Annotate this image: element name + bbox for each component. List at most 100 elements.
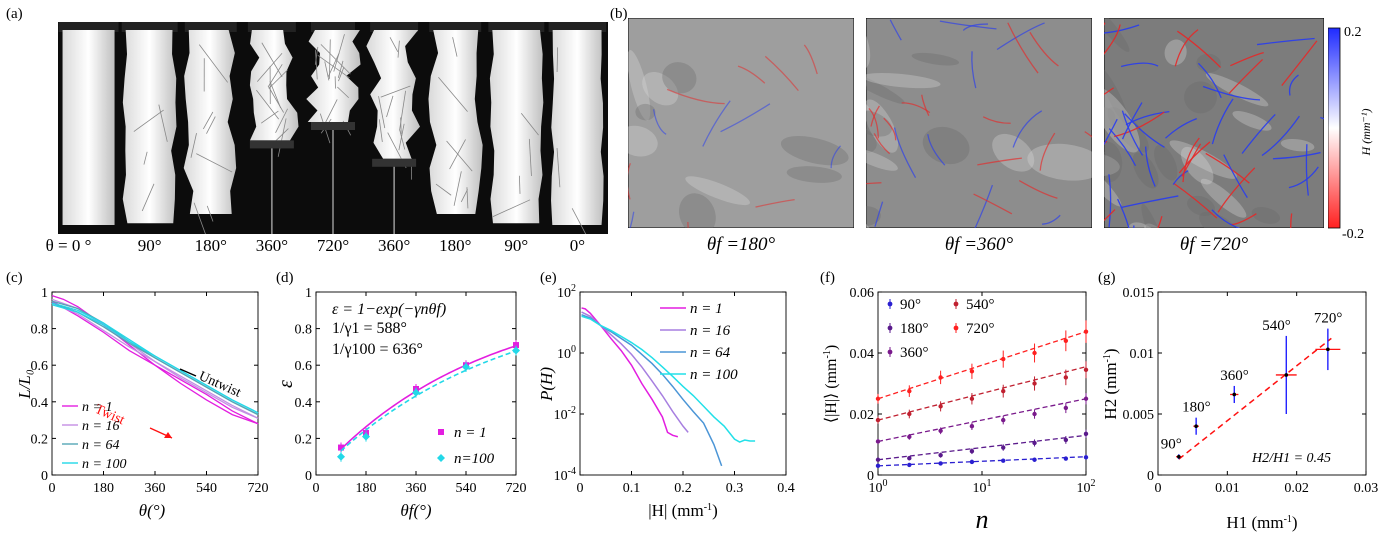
crease-line	[277, 118, 287, 157]
y-tick-label: 0.6	[31, 359, 49, 374]
wrinkle-shade	[1104, 141, 1123, 183]
crease-ridge	[1261, 115, 1300, 157]
y-tick-label: 0.4	[295, 396, 313, 411]
crease-line	[528, 138, 532, 177]
y-tick-label: 1	[305, 286, 312, 301]
crease-ridge	[973, 193, 1013, 215]
crease-ridge	[1157, 215, 1163, 228]
legend-label: n = 64	[690, 345, 731, 361]
data-point	[907, 462, 912, 468]
y-tick-label: 0.01	[1130, 347, 1155, 362]
wrinkle-shade	[780, 136, 849, 166]
twist-angle-label: 90°	[137, 236, 162, 255]
point-label: 720°	[1314, 311, 1343, 327]
data-point	[1063, 375, 1069, 380]
crease-ridge	[666, 88, 725, 105]
crease-line	[378, 96, 386, 129]
panel-label-g: (g)	[1098, 270, 1116, 286]
crease-ridge	[1230, 51, 1264, 67]
crease-ridge	[1104, 24, 1140, 34]
twist-angle-label: 180°	[439, 236, 472, 255]
twisted-cylinder	[306, 30, 361, 122]
crease-ridge	[1256, 37, 1315, 46]
y-tick-label: 1	[41, 286, 48, 301]
crease-ridge	[1121, 110, 1144, 156]
wrinkle-shade	[1104, 87, 1140, 153]
y-tick-label: 0.04	[850, 347, 875, 362]
crease-line	[329, 39, 331, 79]
crease-line	[324, 61, 330, 81]
legend-marker	[887, 301, 893, 307]
wrinkle-shade	[911, 52, 960, 66]
crease-line	[435, 183, 452, 196]
y-tick-label: 0.6	[295, 359, 313, 374]
y-tick-label: 10-4	[554, 466, 576, 484]
data-point	[969, 424, 975, 429]
wrinkle-shade	[866, 206, 881, 227]
crease-ridge	[1121, 195, 1179, 209]
crease-ridge	[873, 133, 891, 155]
wrinkle-shade	[786, 166, 842, 183]
crease-line	[267, 85, 284, 113]
x-tick-label: 0.03	[1354, 481, 1379, 496]
clamp	[372, 158, 417, 167]
crease-ridge	[629, 211, 635, 228]
cylinder-cap	[488, 22, 545, 32]
wrinkle-shade	[1251, 206, 1281, 224]
crease-ridge	[883, 117, 897, 141]
y-axis-label: P(H)	[540, 367, 556, 402]
wrinkle-shade	[1104, 150, 1120, 177]
x-tick-label: 102	[1077, 478, 1096, 496]
crease-ridge	[1104, 87, 1114, 96]
data-point	[938, 404, 943, 409]
twist-angle-label: 360°	[255, 236, 289, 255]
wrinkle-shade	[1141, 203, 1168, 228]
data-point	[512, 346, 520, 355]
crease-line	[389, 37, 399, 52]
crease-line	[386, 95, 394, 118]
crease-ridge	[962, 23, 988, 31]
caption-180: θf =180°	[706, 234, 776, 255]
crease-ridge	[1124, 113, 1165, 148]
wrinkle-shade	[1154, 144, 1178, 181]
crease-ridge	[927, 134, 946, 166]
data-point	[1326, 347, 1330, 352]
data-point	[875, 457, 881, 462]
colorbar-min: -0.2	[1342, 227, 1364, 242]
data-point	[938, 428, 943, 433]
crease-ridge	[1121, 102, 1143, 140]
panel-label-d: (d)	[276, 270, 294, 286]
twist-angle-label: 0°	[569, 236, 586, 255]
crease-line	[193, 202, 206, 234]
crease-line	[399, 130, 406, 150]
data-point	[938, 375, 943, 380]
data-point	[969, 369, 975, 374]
untwist-annotation: Untwist	[196, 369, 243, 401]
crease-ridge	[1120, 62, 1159, 68]
crease-ridge	[1084, 131, 1092, 138]
colorbar-label: H (mm⁻¹)	[1359, 109, 1373, 157]
crease-ridge	[628, 162, 631, 200]
y-tick-label: 10-2	[554, 405, 576, 423]
legend-marker	[953, 301, 959, 307]
crease-ridge	[1114, 111, 1165, 138]
data-point	[938, 461, 943, 466]
y-tick-label: 0	[867, 469, 874, 484]
crease-ridge	[1211, 209, 1241, 228]
crease-ridge	[893, 127, 917, 178]
crease-ridge	[1104, 24, 1121, 55]
crease-ridge	[866, 182, 882, 185]
crease-line	[556, 148, 561, 188]
twist-angle-label: 180°	[194, 236, 227, 255]
x-tick-label: 0.4	[777, 481, 795, 496]
crease-ridge	[1117, 198, 1130, 228]
legend-label: n=100	[454, 451, 495, 467]
crease-ridge	[921, 94, 930, 116]
wrinkle-shade	[1184, 81, 1217, 114]
series-line-untwist	[51, 302, 259, 419]
caption-360: θf =360°	[944, 234, 1014, 255]
legend-label: n = 1	[454, 425, 487, 441]
panel-label-a: (a)	[6, 6, 23, 22]
y-tick-label: 0.005	[1123, 408, 1155, 423]
series-line	[581, 315, 756, 443]
